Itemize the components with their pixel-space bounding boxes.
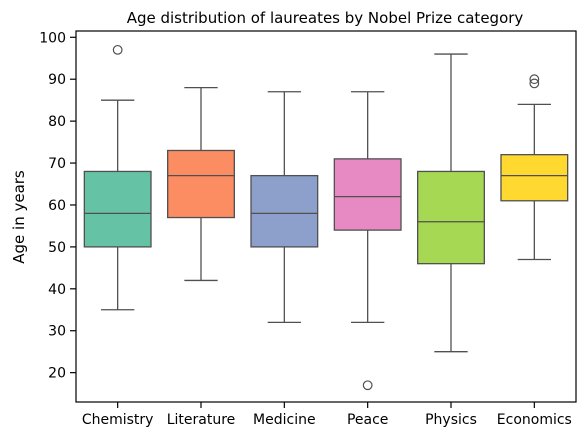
chart-title: Age distribution of laureates by Nobel P… — [127, 9, 524, 27]
y-tick-label-50: 50 — [48, 240, 66, 256]
x-tick-label-economics: Economics — [497, 412, 572, 428]
box-medicine — [250, 174, 319, 248]
y-tick-label-80: 80 — [48, 114, 66, 130]
box-physics — [417, 170, 485, 265]
y-axis-label: Age in years — [10, 170, 28, 264]
plot-area: 20 30 40 50 60 70 80 90 100 Chemistry Literature Me… — [39, 30, 577, 428]
outlier-peace-0 — [362, 380, 373, 391]
y-tick-label-70: 70 — [48, 156, 66, 172]
x-tick-label-medicine: Medicine — [253, 412, 316, 428]
x-tick-label-peace: Peace — [347, 412, 388, 428]
y-tick-label-60: 60 — [48, 198, 66, 214]
y-tick-label-30: 30 — [48, 324, 66, 340]
x-tick-label-physics: Physics — [425, 412, 477, 428]
box-peace — [333, 158, 402, 231]
outlier-chemistry-0 — [112, 44, 123, 55]
y-tick-label-90: 90 — [48, 72, 66, 88]
outlier-economics-0 — [529, 78, 540, 89]
y-tick-label-100: 100 — [39, 30, 66, 46]
box-literature — [167, 149, 235, 219]
x-tick-label-chemistry: Chemistry — [82, 412, 154, 428]
x-tick-label-literature: Literature — [167, 412, 236, 428]
y-tick-label-40: 40 — [48, 282, 66, 298]
plot-frame — [75, 30, 577, 403]
box-economics — [500, 154, 569, 202]
y-tick-label-20: 20 — [48, 366, 66, 382]
outlier-economics-1 — [529, 74, 540, 85]
box-chemistry — [83, 170, 152, 248]
